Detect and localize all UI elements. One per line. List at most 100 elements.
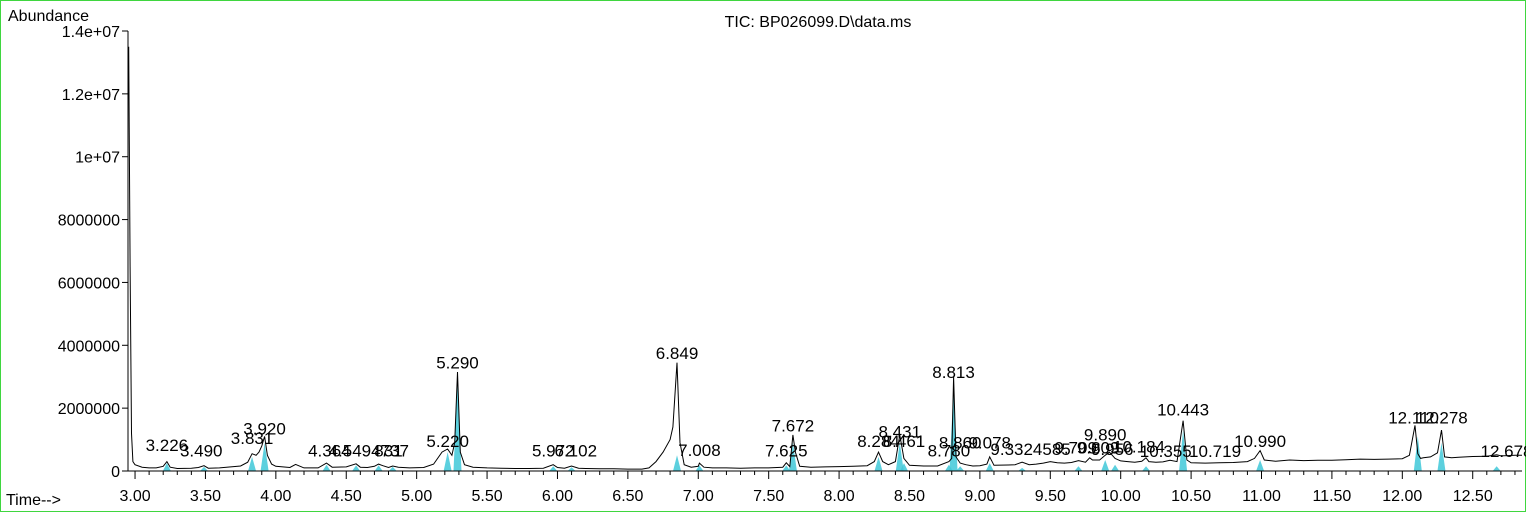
y-tick-label: 2000000: [58, 401, 120, 418]
peak-area-fill: [162, 463, 171, 471]
x-tick-label: 10.50: [1171, 488, 1211, 505]
peak-area-fill: [1142, 466, 1151, 471]
peak-area-fill: [322, 464, 331, 471]
peak-area-fill: [1111, 464, 1120, 471]
x-tick-label: 9.50: [1035, 488, 1066, 505]
peak-label: 10.990: [1234, 432, 1286, 451]
peak-label: 9.078: [968, 434, 1011, 453]
peak-area-fill: [352, 465, 361, 471]
peak-area-fill: [895, 442, 904, 471]
x-tick-label: 12.50: [1453, 488, 1493, 505]
peak-area-fill: [200, 466, 209, 471]
peak-label: 12.110: [1388, 408, 1439, 427]
y-tick-label: 6000000: [58, 275, 120, 292]
peak-label: 4.364: [308, 441, 351, 460]
y-tick-label: 4000000: [58, 338, 120, 355]
peak-area-fill: [1492, 466, 1501, 471]
y-axis-label: Abundance: [8, 8, 89, 25]
x-tick-label: 9.00: [964, 488, 995, 505]
peak-label: 9.890: [1084, 426, 1127, 445]
peak-area-fill: [567, 467, 576, 471]
peak-label: 3.226: [146, 436, 189, 455]
peak-area-fill: [443, 452, 452, 471]
peak-label: 8.461: [883, 432, 926, 451]
peak-area-fill: [985, 463, 994, 471]
y-tick-label: 1.2e+07: [62, 87, 120, 104]
peak-label: 10.443: [1157, 401, 1209, 420]
x-tick-label: 5.00: [401, 488, 432, 505]
peak-area-fill: [1256, 460, 1265, 471]
x-tick-label: 8.00: [824, 488, 855, 505]
x-tick-label: 8.50: [894, 488, 925, 505]
x-tick-label: 7.50: [753, 488, 784, 505]
peak-area-fill: [1018, 467, 1027, 471]
peak-label: 5.972: [532, 441, 575, 460]
peak-label: 12.678: [1481, 442, 1526, 461]
peak-label: 3.490: [180, 441, 223, 460]
y-tick-label: 0: [111, 464, 120, 481]
peak-label: 7.008: [678, 441, 721, 460]
y-tick-label: 1.4e+07: [62, 24, 120, 41]
peak-area-fill: [695, 465, 704, 471]
x-tick-label: 11.50: [1312, 488, 1351, 505]
x-tick-label: 12.00: [1382, 488, 1422, 505]
series-line: [128, 46, 1522, 470]
peak-area-fill: [782, 465, 791, 471]
peak-label: 8.813: [932, 363, 975, 382]
x-tick-label: 7.00: [683, 488, 714, 505]
x-tick-label: 3.50: [190, 488, 221, 505]
peak-area-fill: [388, 466, 397, 471]
peak-area-fill: [673, 455, 682, 471]
peak-label: 6.849: [656, 344, 699, 363]
peak-label: 831: [374, 441, 402, 460]
peak-area-fill: [374, 465, 383, 471]
peak-label: 9.709: [1054, 438, 1097, 457]
x-axis-label: Time-->: [6, 492, 61, 509]
peak-area-fill: [899, 463, 908, 471]
x-tick-label: 5.50: [471, 488, 502, 505]
peak-area-fill: [549, 466, 558, 471]
peak-area-fill: [874, 456, 883, 471]
x-tick-label: 4.50: [331, 488, 362, 505]
peak-area-fill: [1179, 430, 1188, 471]
peak-area-fill: [1101, 460, 1110, 471]
y-ticks: 0 2000000 4000000 6000000 8000000 1e+07 1.2e+0…: [58, 24, 128, 481]
peak-label: 7.672: [772, 416, 815, 435]
peak-label: 10.355: [1140, 442, 1192, 461]
peak-label: 7.625: [765, 441, 808, 460]
peak-label: 9.3324585: [990, 440, 1070, 459]
peak-label: 5.220: [426, 432, 469, 451]
peak-label: 10.184: [1113, 438, 1165, 457]
peak-label: 5.290: [436, 353, 479, 372]
peak-area-fill: [956, 466, 965, 471]
peak-label: 8.860: [939, 434, 982, 453]
peak-label: 10.719: [1189, 442, 1241, 461]
peak-area-fill: [260, 442, 269, 471]
x-tick-label: 3.00: [119, 488, 150, 505]
peak-label: 9.809: [1077, 438, 1120, 457]
x-ticks: 3.00 3.50 4.00 4.50 5.00 5.50 6.00 6.50 7.00 7.50…: [119, 471, 1516, 505]
y-tick-label: 1e+07: [75, 150, 120, 167]
x-tick-label: 10.00: [1101, 488, 1141, 505]
peak-label: 8.431: [878, 423, 921, 442]
chart-title: TIC: BP026099.D\data.ms: [725, 14, 912, 31]
peak-label: 8.284: [857, 432, 900, 451]
peak-label: 12.278: [1416, 408, 1468, 427]
peak-label: 6.102: [554, 441, 597, 460]
peak-label: 3.920: [243, 419, 286, 438]
x-tick-label: 11.00: [1242, 488, 1281, 505]
x-tick-label: 4.00: [260, 488, 291, 505]
peak-area-fill: [1074, 466, 1083, 471]
peak-label: 3.831: [231, 429, 274, 448]
peak-label: 8.780: [928, 441, 971, 460]
peak-label: 9.956: [1091, 440, 1134, 459]
peak-label: 4.5494737: [329, 441, 409, 460]
x-tick-label: 6.00: [542, 488, 573, 505]
y-tick-label: 8000000: [58, 213, 120, 230]
peak-area-fill: [248, 456, 257, 471]
peak-area-fill: [1437, 442, 1446, 471]
peak-area-fill: [788, 442, 797, 471]
x-tick-label: 6.50: [612, 488, 643, 505]
